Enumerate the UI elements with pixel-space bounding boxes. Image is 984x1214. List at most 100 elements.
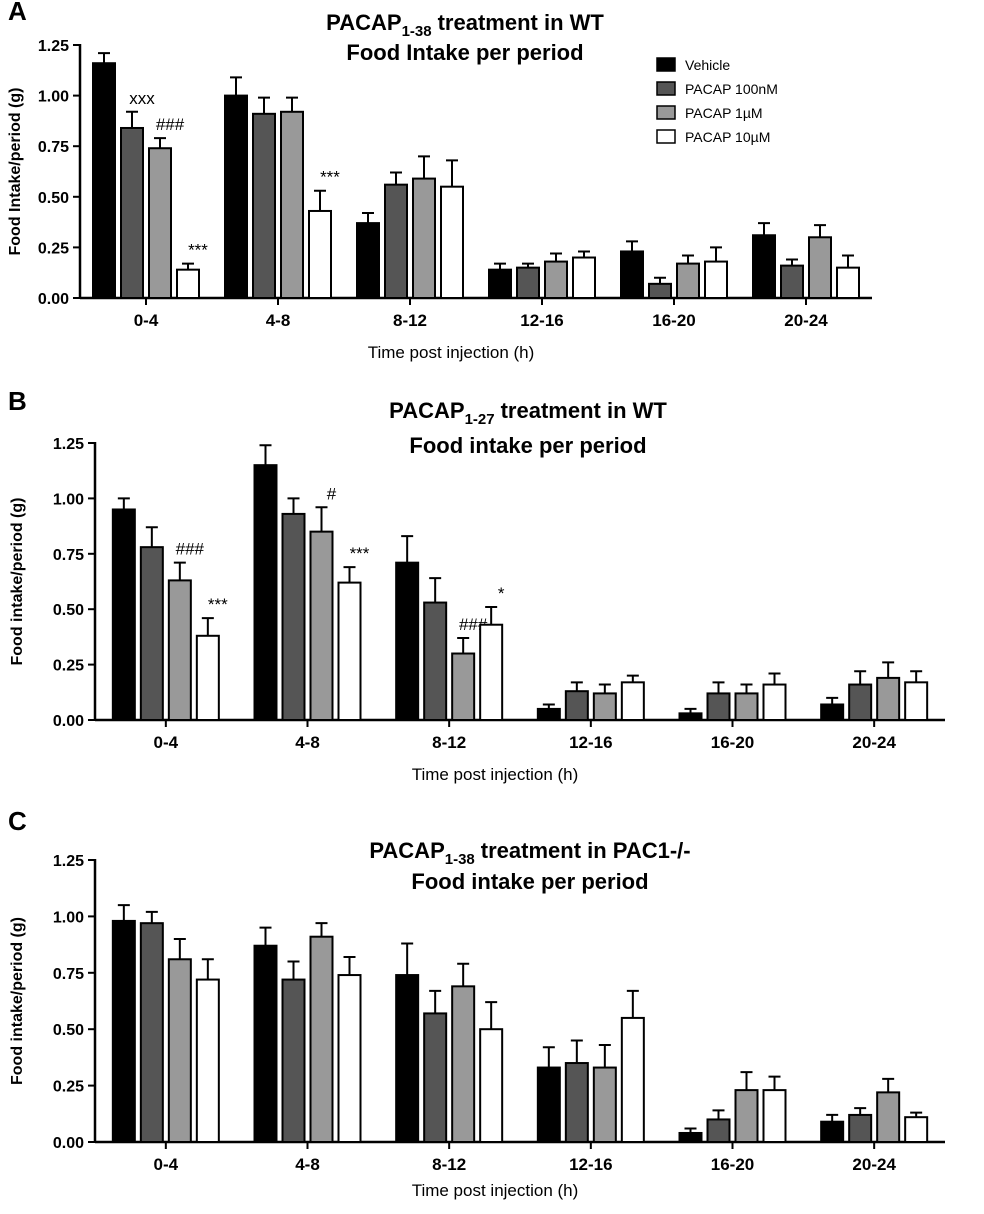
- bar: [139, 922, 164, 1144]
- bar: [808, 236, 832, 299]
- error-bar: [598, 683, 611, 694]
- error-bar: [626, 989, 639, 1018]
- bar: [479, 1028, 504, 1143]
- x-tick-label: 20-24: [784, 311, 828, 330]
- y-tick-label: 0.50: [38, 190, 69, 207]
- error-bar: [550, 252, 562, 262]
- error-bar: [145, 526, 158, 548]
- bar: [592, 1066, 617, 1143]
- bar: [848, 683, 873, 722]
- bar: [111, 508, 136, 722]
- error-bar: [768, 672, 781, 685]
- x-tick-label: 8-12: [432, 1155, 466, 1174]
- panel-letter: B: [8, 386, 27, 416]
- y-tick-label: 0.50: [53, 1022, 84, 1039]
- bar: [423, 601, 448, 721]
- bar: [423, 1012, 448, 1144]
- bar: [252, 112, 276, 300]
- y-axis-label: Food intake/period (g): [9, 917, 26, 1085]
- bar: [384, 183, 408, 300]
- legend-swatch: [656, 129, 676, 144]
- bar: [337, 581, 362, 721]
- significance-label: ***: [208, 595, 228, 614]
- x-axis-label: Time post injection (h): [412, 765, 579, 784]
- title-text: PACAP: [389, 398, 464, 423]
- y-tick-label: 1.00: [53, 491, 84, 508]
- y-tick-label: 1.00: [38, 89, 69, 106]
- significance-label: ###: [176, 540, 205, 559]
- error-bar: [854, 670, 867, 685]
- error-bar: [418, 155, 430, 179]
- error-bar: [626, 674, 639, 683]
- chart-subtitle: Food Intake per period: [346, 40, 583, 65]
- bar: [678, 1131, 703, 1143]
- error-bar: [826, 696, 839, 705]
- legend-swatch: [656, 81, 676, 96]
- error-bar: [362, 211, 374, 224]
- chart-subtitle: Food intake per period: [409, 433, 646, 458]
- error-bar: [429, 989, 442, 1014]
- bar: [253, 464, 278, 721]
- bar: [148, 147, 172, 299]
- error-bar: [343, 956, 356, 976]
- chart-title: PACAP1-38 treatment in WT: [326, 10, 604, 40]
- y-tick-label: 0.75: [53, 966, 84, 983]
- bar: [488, 268, 512, 300]
- bar: [836, 266, 860, 300]
- error-bar: [882, 1077, 895, 1093]
- bar: [620, 681, 645, 722]
- bar: [780, 264, 804, 299]
- legend-label: PACAP 1µM: [685, 105, 763, 121]
- bar: [762, 683, 787, 722]
- y-tick-label: 0.25: [53, 658, 84, 675]
- significance-label: xxx: [129, 89, 155, 108]
- error-bar: [446, 159, 458, 187]
- error-bar: [287, 960, 300, 980]
- bar: [678, 712, 703, 721]
- bar: [281, 978, 306, 1143]
- bar: [752, 234, 776, 299]
- bar: [648, 282, 672, 300]
- bar: [412, 177, 436, 299]
- x-axis-label: Time post injection (h): [368, 343, 535, 362]
- error-bar: [390, 171, 402, 185]
- error-bar: [768, 1075, 781, 1091]
- bar: [620, 1016, 645, 1143]
- bar: [706, 1118, 731, 1143]
- error-bar: [315, 922, 328, 937]
- error-bar: [712, 1109, 725, 1120]
- significance-label: #: [327, 484, 337, 503]
- bar: [876, 1091, 901, 1144]
- legend-label: Vehicle: [685, 57, 730, 73]
- bar: [820, 703, 845, 721]
- error-bar: [230, 76, 242, 96]
- error-bar: [826, 1113, 839, 1122]
- bar: [451, 652, 476, 722]
- bar: [572, 256, 596, 299]
- error-bar: [182, 262, 194, 270]
- bar: [356, 222, 380, 299]
- bar: [224, 94, 248, 299]
- error-bar: [259, 926, 272, 946]
- error-bar: [485, 1001, 498, 1030]
- bar: [440, 185, 464, 299]
- bar: [253, 944, 278, 1144]
- error-bar: [598, 1043, 611, 1068]
- bar: [395, 561, 420, 721]
- y-tick-label: 0.75: [38, 139, 69, 156]
- bar: [281, 512, 306, 721]
- title-suffix: treatment in WT: [501, 398, 668, 423]
- bar: [479, 623, 504, 721]
- bar: [676, 262, 700, 300]
- bar: [876, 676, 901, 721]
- error-bar: [570, 681, 583, 692]
- error-bar: [910, 670, 923, 683]
- x-axis-label: Time post injection (h): [412, 1181, 579, 1200]
- bar: [704, 260, 728, 299]
- bar: [167, 958, 192, 1143]
- error-bar: [654, 276, 666, 284]
- error-bar: [740, 1071, 753, 1091]
- y-tick-label: 0.25: [53, 1079, 84, 1096]
- error-bar: [494, 262, 506, 270]
